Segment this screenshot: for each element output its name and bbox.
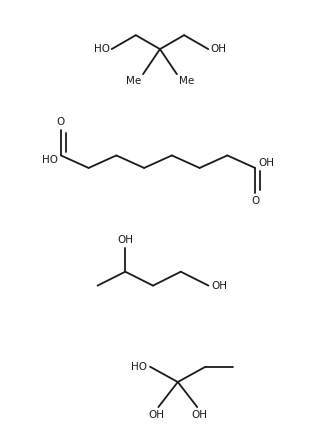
Text: OH: OH	[148, 410, 165, 420]
Text: Me: Me	[179, 76, 194, 86]
Text: OH: OH	[210, 44, 226, 54]
Text: HO: HO	[42, 155, 58, 165]
Text: Me: Me	[126, 76, 141, 86]
Text: OH: OH	[211, 280, 227, 291]
Text: O: O	[57, 117, 65, 127]
Text: O: O	[251, 196, 259, 206]
Text: HO: HO	[94, 44, 110, 54]
Text: OH: OH	[117, 235, 133, 245]
Text: OH: OH	[258, 158, 274, 168]
Text: HO: HO	[131, 362, 147, 372]
Text: OH: OH	[191, 410, 207, 420]
